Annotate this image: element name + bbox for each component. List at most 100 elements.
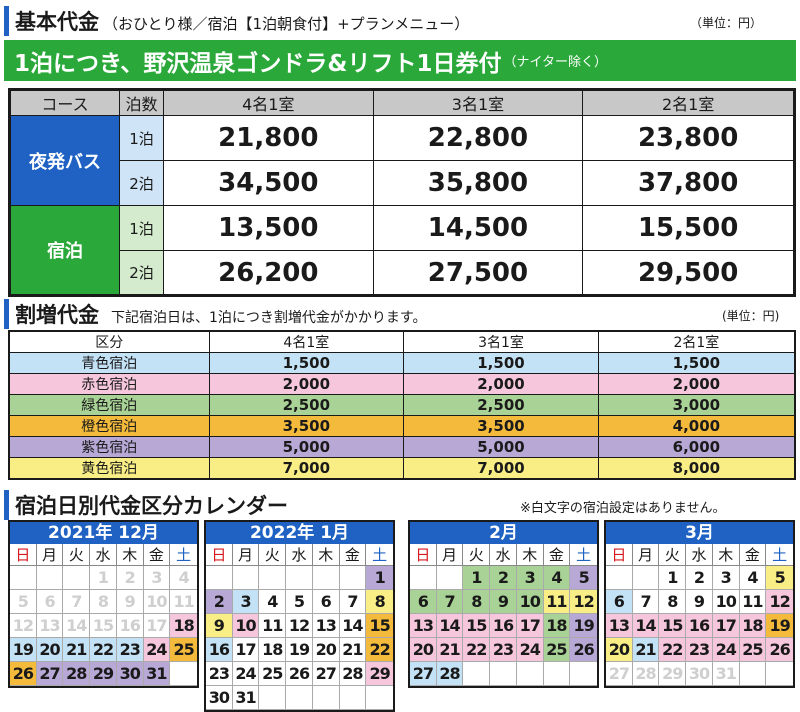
- weekday-header: 水: [286, 544, 313, 566]
- price-cell: 21,800: [163, 115, 374, 161]
- calendar-day: 27: [606, 662, 633, 686]
- calendar-day: 9: [490, 590, 517, 614]
- calendar-day: 13: [312, 614, 340, 638]
- price-cell: 26,200: [163, 250, 374, 296]
- category-label: 緑色宿泊: [8, 394, 210, 416]
- table-row: 橙色宿泊 3,500 3,500 4,000: [8, 415, 796, 437]
- calendar-day: 20: [36, 638, 64, 662]
- calendar-day: 9: [116, 590, 144, 614]
- nights-cell: 1泊: [119, 205, 164, 251]
- column-header: 4名1室: [163, 89, 374, 116]
- calendar-day: 19: [570, 614, 597, 638]
- calendar-day: 17: [712, 614, 740, 638]
- price-cell: 5,000: [208, 436, 405, 458]
- calendar-grid: 日月火水木金土 1 2 3 4 5 6 7 8 9 10 11 12 13 14 15 16 17 18 19 20 21…: [10, 544, 197, 686]
- table-row: 2泊 26,200 27,500 29,500: [10, 250, 795, 296]
- calendar-day: 2: [116, 566, 144, 590]
- weekday-header: 金: [739, 544, 767, 566]
- basic-price-header: 基本代金 （おひとり様／宿泊【1泊朝食付】+プランメニュー）: [4, 6, 469, 36]
- section-subtitle: （おひとり様／宿泊【1泊朝食付】+プランメニュー）: [103, 15, 470, 33]
- column-header: 2名1室: [597, 330, 796, 353]
- calendar-day: 11: [739, 590, 767, 614]
- price-cell: 1,500: [403, 352, 599, 374]
- unit-label: （単位：円）: [690, 16, 763, 30]
- calendar-day: 3: [232, 590, 260, 614]
- column-header: コース: [9, 89, 120, 116]
- calendar-day: 28: [63, 662, 91, 686]
- price-cell: 34,500: [163, 160, 374, 206]
- calendar-day: 4: [170, 566, 197, 590]
- calendar-empty-cell: [63, 566, 91, 590]
- weekday-header: 月: [232, 544, 260, 566]
- calendar-day: 8: [463, 590, 491, 614]
- calendar-day: 12: [570, 590, 597, 614]
- price-cell: 3,000: [597, 394, 796, 416]
- calendar-day: 18: [739, 614, 767, 638]
- table-row: 青色宿泊 1,500 1,500 1,500: [8, 352, 796, 374]
- calendar-day: 16: [116, 614, 144, 638]
- price-cell: 15,500: [582, 205, 795, 251]
- calendar-day: 20: [410, 638, 437, 662]
- weekday-header: 金: [543, 544, 571, 566]
- calendar-day: 16: [206, 638, 233, 662]
- plan-banner: 1泊につき、野沢温泉ゴンドラ&リフト1日券付 （ナイター除く）: [4, 40, 796, 81]
- calendar-day: 21: [339, 638, 367, 662]
- calendar-day: 1: [90, 566, 117, 590]
- calendar-empty-cell: [36, 566, 64, 590]
- section-title: 割増代金: [15, 303, 99, 327]
- price-cell: 27,500: [372, 250, 584, 296]
- calendar-title: 2022年 1月: [206, 522, 393, 544]
- weekday-header: 日: [606, 544, 633, 566]
- weekday-header: 木: [116, 544, 144, 566]
- calendar-day: 5: [286, 590, 313, 614]
- calendar-day: 2: [206, 590, 233, 614]
- calendar-day: 13: [410, 614, 437, 638]
- section-marker: [4, 490, 9, 520]
- calendar-day: 23: [686, 638, 713, 662]
- column-header: 4名1室: [208, 330, 405, 353]
- category-label: 黄色宿泊: [8, 457, 210, 480]
- column-header: 区分: [8, 330, 210, 353]
- weekday-header: 木: [312, 544, 340, 566]
- calendar-day: 7: [63, 590, 91, 614]
- column-header: 3名1室: [372, 89, 584, 116]
- price-cell: 3,500: [403, 415, 599, 437]
- calendar-day: 10: [143, 590, 171, 614]
- calendar-dec-2021: 2021年 12月 日月火水木金土 1 2 3 4 5 6 7 8 9 10 11 12 13 14 15 16…: [8, 520, 199, 688]
- course-night-bus: 夜発バス: [9, 115, 120, 206]
- calendar-day: 5: [766, 566, 793, 590]
- price-cell: 2,000: [403, 373, 599, 395]
- calendar-day: 26: [10, 662, 37, 686]
- category-label: 赤色宿泊: [8, 373, 210, 395]
- course-stay: 宿泊: [9, 205, 120, 296]
- table-header-row: 区分 4名1室 3名1室 2名1室: [8, 330, 796, 353]
- calendar-day: 11: [259, 614, 287, 638]
- calendar-day: 30: [686, 662, 713, 686]
- surcharge-header: 割増代金 下記宿泊日は、1泊につき割増代金がかかります。: [4, 299, 427, 329]
- calendar-day: 18: [170, 614, 197, 638]
- calendar-empty-cell: [543, 662, 571, 686]
- calendar-day: 27: [312, 662, 340, 686]
- price-cell: 2,500: [403, 394, 599, 416]
- calendar-empty-cell: [366, 686, 393, 710]
- weekday-header: 水: [490, 544, 517, 566]
- column-header: 3名1室: [403, 330, 599, 353]
- calendar-header: 宿泊日別代金区分カレンダー: [4, 490, 288, 520]
- price-cell: 29,500: [582, 250, 795, 296]
- weekday-header: 土: [766, 544, 793, 566]
- calendar-day: 24: [516, 638, 544, 662]
- calendar-day: 1: [366, 566, 393, 590]
- calendar-day: 5: [10, 590, 37, 614]
- price-cell: 14,500: [372, 205, 584, 251]
- calendar-day: 1: [659, 566, 687, 590]
- calendar-day: 22: [659, 638, 687, 662]
- price-cell: 2,000: [597, 373, 796, 395]
- price-cell: 22,800: [372, 115, 584, 161]
- weekday-header: 火: [659, 544, 687, 566]
- calendar-day: 26: [570, 638, 597, 662]
- unit-label: (単位：円): [722, 309, 780, 323]
- calendar-day: 21: [632, 638, 660, 662]
- weekday-header: 日: [410, 544, 437, 566]
- price-cell: 1,500: [597, 352, 796, 374]
- calendar-day: 20: [606, 638, 633, 662]
